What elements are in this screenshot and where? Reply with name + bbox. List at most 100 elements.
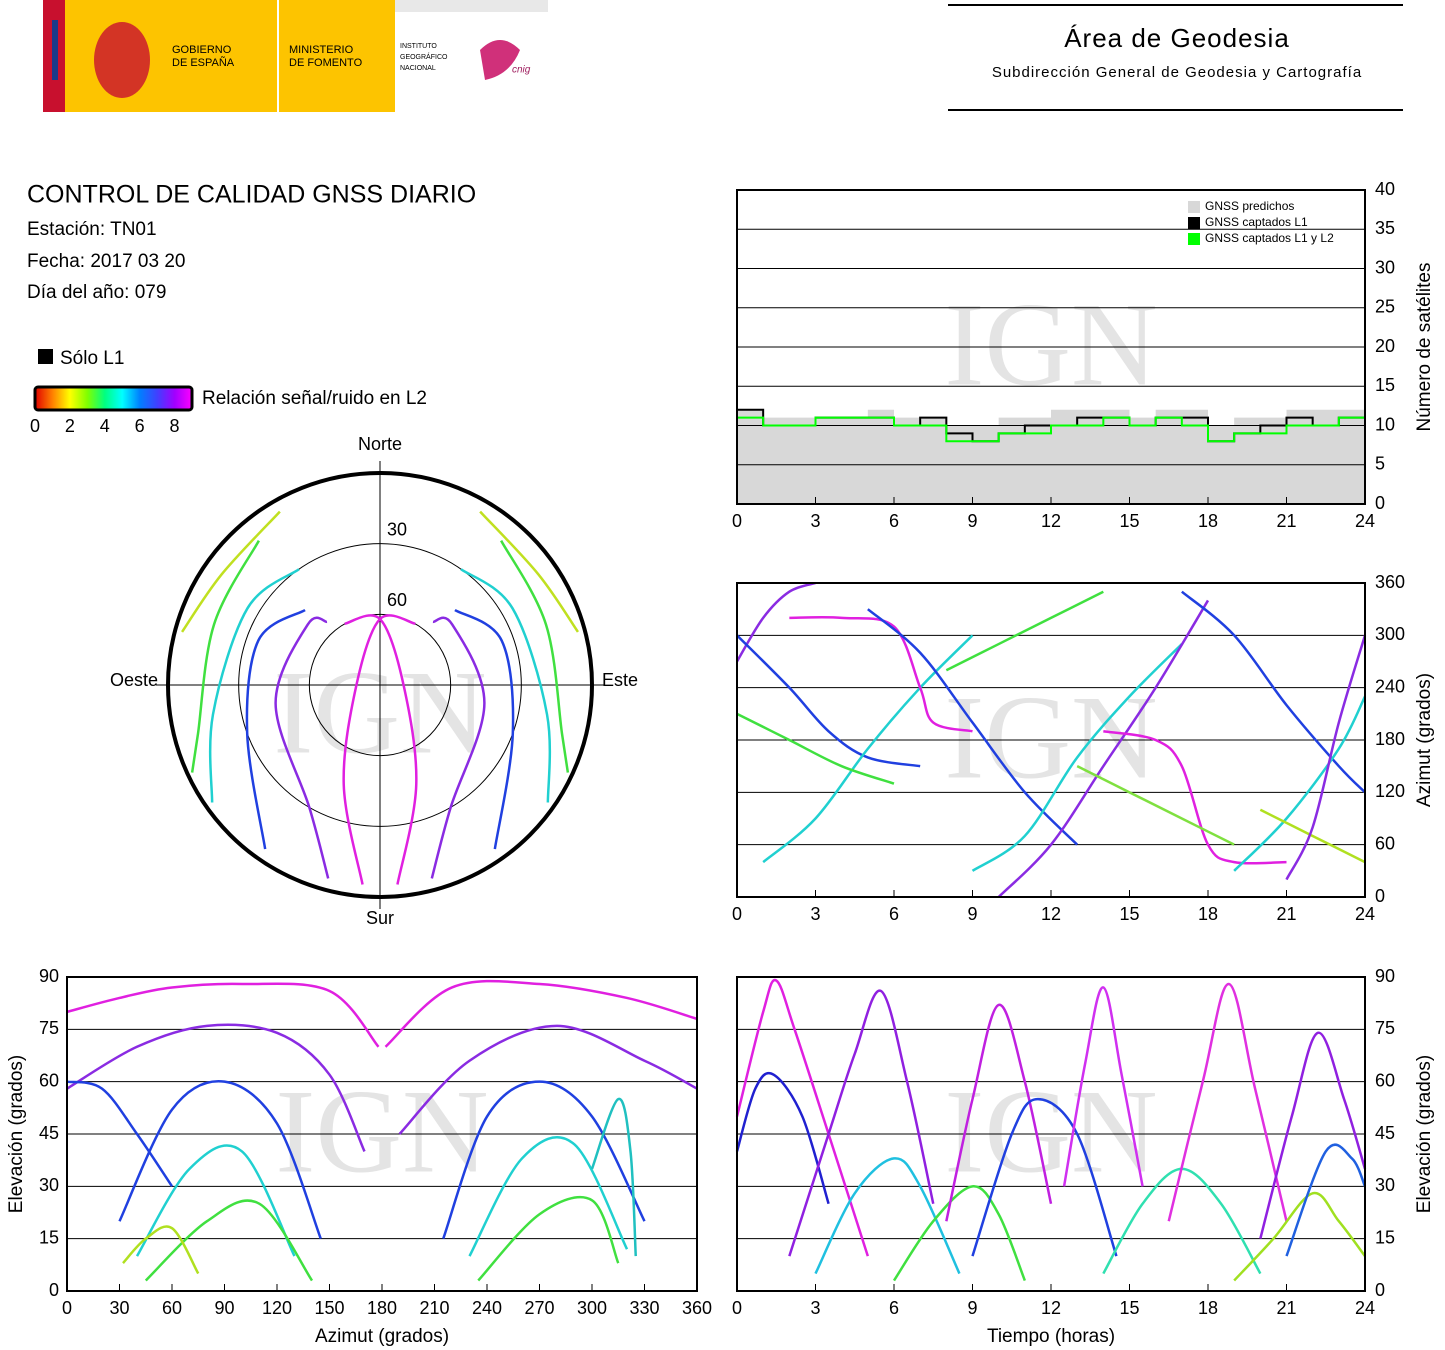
track: [736, 634, 921, 768]
direction-label: Sur: [366, 908, 394, 928]
x-tick-label: 15: [1119, 511, 1139, 531]
direction-label: Oeste: [110, 670, 158, 690]
y-tick-label: 15: [1375, 375, 1395, 395]
x-tick-label: 240: [472, 1298, 502, 1318]
y-tick-label: 120: [1375, 781, 1405, 801]
x-tick-label: 9: [967, 1298, 977, 1318]
y-tick-label: 0: [49, 1280, 59, 1300]
y-tick-label: 5: [1375, 454, 1385, 474]
x-tick-label: 21: [1276, 511, 1296, 531]
y-tick-label: 300: [1375, 624, 1405, 644]
x-tick-label: 6: [889, 904, 899, 924]
track: [971, 1097, 1118, 1257]
y-tick-label: 20: [1375, 336, 1395, 356]
track: [1259, 808, 1366, 864]
x-tick-label: 0: [732, 904, 742, 924]
track: [997, 599, 1210, 898]
track: [590, 1097, 637, 1257]
watermark: IGN: [275, 1065, 488, 1198]
logo-text: MINISTERIO: [289, 44, 354, 56]
y-tick-label: 15: [1375, 1227, 1395, 1247]
y-tick-label: 0: [1375, 493, 1385, 513]
track: [122, 1225, 200, 1275]
legend-swatch: [1188, 233, 1200, 245]
y-tick-label: 360: [1375, 572, 1405, 592]
y-tick-label: 30: [1375, 1175, 1395, 1195]
track: [135, 1144, 296, 1257]
track: [788, 989, 935, 1257]
sky-track: [430, 616, 486, 879]
report-title: CONTROL DE CALIDAD GNSS DIARIO: [27, 181, 476, 209]
r-tick-label: 30: [387, 519, 407, 539]
x-tick-label: 24: [1355, 1298, 1375, 1318]
track: [735, 978, 870, 1257]
track: [1062, 986, 1144, 1187]
sky-track: [208, 568, 300, 803]
header-subtitle: Subdirección General de Geodesia y Carto…: [992, 64, 1362, 81]
y-tick-label: 0: [1375, 1280, 1385, 1300]
watermark: IGN: [944, 671, 1157, 804]
y-tick-label: 75: [1375, 1018, 1395, 1038]
x-tick-label: 18: [1198, 1298, 1218, 1318]
sky-track: [181, 510, 281, 633]
logo-text: GEOGRÁFICO: [400, 52, 448, 61]
coat-of-arms: [94, 22, 150, 98]
x-tick-label: 21: [1276, 904, 1296, 924]
sky-track: [460, 568, 552, 803]
x-tick-label: 21: [1276, 1298, 1296, 1318]
y-tick-label: 35: [1375, 218, 1395, 238]
step-line: [737, 416, 1365, 443]
y-tick-label: 180: [1375, 729, 1405, 749]
sky-track: [190, 540, 260, 773]
track: [1167, 982, 1288, 1222]
watermark: IGN: [944, 1065, 1157, 1198]
colorbar-tick: 2: [65, 416, 75, 436]
track: [1233, 1191, 1366, 1282]
x-tick-label: 30: [109, 1298, 129, 1318]
x-tick-label: 24: [1355, 511, 1375, 531]
r-tick-label: 60: [387, 590, 407, 610]
track: [1181, 590, 1366, 794]
logo-text: DE FOMENTO: [289, 57, 363, 69]
x-tick-label: 12: [1041, 511, 1061, 531]
direction-label: Este: [602, 670, 638, 690]
logo-text: INSTITUTO: [400, 43, 437, 50]
horizon: [166, 471, 594, 899]
x-tick-label: 0: [732, 1298, 742, 1318]
track: [66, 1080, 174, 1188]
colorbar-tick: 8: [170, 416, 180, 436]
sky-track: [500, 540, 570, 773]
x-tick-label: 18: [1198, 511, 1218, 531]
track: [1076, 765, 1235, 846]
x-tick-label: 6: [889, 1298, 899, 1318]
grid-ring: [308, 613, 452, 757]
logo-text: NACIONAL: [400, 65, 436, 72]
cnig-shape: [480, 40, 520, 80]
track: [468, 1135, 629, 1257]
track: [867, 608, 1079, 846]
y-tick-label: 45: [1375, 1123, 1395, 1143]
sky-track: [344, 614, 418, 885]
plot-frame: [736, 976, 1366, 1292]
logo-text: DE ESPAÑA: [172, 56, 235, 69]
colorbar-tick: 6: [135, 416, 145, 436]
sky-track: [479, 510, 579, 633]
track: [66, 1023, 366, 1152]
y-tick-label: 60: [1375, 833, 1395, 853]
track: [66, 982, 380, 1048]
track: [384, 979, 698, 1048]
x-tick-label: 3: [810, 1298, 820, 1318]
info-text: Estación: TN01: [27, 219, 157, 240]
logo-bar: [395, 0, 548, 12]
logo-text: GOBIERNO: [172, 44, 232, 56]
legend-swatch: [38, 349, 53, 364]
y-tick-label: 90: [1375, 966, 1395, 986]
track: [442, 1080, 646, 1240]
colorbar-label: Relación señal/ruido en L2: [202, 388, 427, 409]
logo-text: cnig: [512, 65, 531, 76]
y-tick-label: 60: [39, 1070, 59, 1090]
track: [735, 581, 816, 663]
x-tick-label: 210: [419, 1298, 449, 1318]
logo-stripe: [52, 20, 58, 80]
y-tick-label: 30: [39, 1175, 59, 1195]
